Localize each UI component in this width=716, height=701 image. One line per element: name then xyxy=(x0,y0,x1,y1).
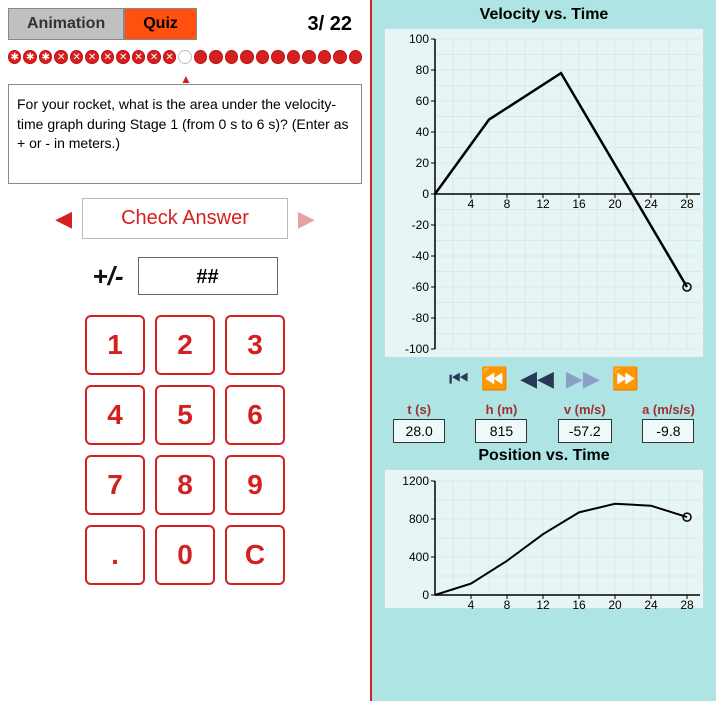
position-chart-title: Position vs. Time xyxy=(378,447,710,465)
current-marker-icon: ▲ xyxy=(180,72,192,86)
progress-dot xyxy=(209,50,222,64)
svg-text:0: 0 xyxy=(422,588,429,602)
svg-text:28: 28 xyxy=(680,598,694,610)
key-0[interactable]: 0 xyxy=(155,525,215,585)
progress-dot: ✱ xyxy=(39,50,52,64)
svg-text:-20: -20 xyxy=(412,218,430,232)
svg-text:100: 100 xyxy=(409,32,429,46)
progress-dot: ✕ xyxy=(163,50,176,64)
step-fwd-icon[interactable]: ▶▶ xyxy=(566,366,600,392)
svg-text:24: 24 xyxy=(644,598,658,610)
progress-dot xyxy=(287,50,300,64)
progress-dot: ✕ xyxy=(147,50,160,64)
svg-text:-80: -80 xyxy=(412,311,430,325)
key-6[interactable]: 6 xyxy=(225,385,285,445)
key-C[interactable]: C xyxy=(225,525,285,585)
key-5[interactable]: 5 xyxy=(155,385,215,445)
svg-text:1200: 1200 xyxy=(402,474,429,488)
progress-dot: ✕ xyxy=(70,50,83,64)
tab-bar: Animation Quiz 3/ 22 xyxy=(8,8,362,40)
progress-dot: ✕ xyxy=(116,50,129,64)
progress-dot: ✱ xyxy=(23,50,36,64)
svg-text:4: 4 xyxy=(468,197,475,211)
svg-text:20: 20 xyxy=(608,197,622,211)
progress-dot: ✱ xyxy=(8,50,21,64)
a-value: -9.8 xyxy=(642,419,694,443)
svg-text:8: 8 xyxy=(504,598,511,610)
svg-text:800: 800 xyxy=(409,512,429,526)
key-.[interactable]: . xyxy=(85,525,145,585)
svg-text:24: 24 xyxy=(644,197,658,211)
position-chart: 0 400 800 1200 4 8 12 16 20 24 28 xyxy=(384,469,704,609)
playback-controls: ⏮ ⏪ ◀◀ ▶▶ ⏩ xyxy=(378,366,710,392)
svg-text:80: 80 xyxy=(416,63,430,77)
tab-animation[interactable]: Animation xyxy=(8,8,124,40)
progress-dot: ✕ xyxy=(101,50,114,64)
graphs-panel: Velocity vs. Time -100-80-60-40-20020406… xyxy=(372,0,716,701)
key-8[interactable]: 8 xyxy=(155,455,215,515)
key-7[interactable]: 7 xyxy=(85,455,145,515)
check-answer-button[interactable]: Check Answer xyxy=(82,198,288,239)
svg-text:400: 400 xyxy=(409,550,429,564)
v-value: -57.2 xyxy=(558,419,612,443)
progress-dot xyxy=(194,50,207,64)
svg-text:4: 4 xyxy=(468,598,475,610)
progress-dot xyxy=(240,50,253,64)
svg-text:-100: -100 xyxy=(405,342,429,356)
svg-text:40: 40 xyxy=(416,125,430,139)
tab-quiz[interactable]: Quiz xyxy=(124,8,197,40)
question-counter: 3/ 22 xyxy=(308,13,352,36)
svg-text:60: 60 xyxy=(416,94,430,108)
svg-text:16: 16 xyxy=(572,598,586,610)
a-label: a (m/s/s) xyxy=(642,402,695,417)
t-value: 28.0 xyxy=(393,419,445,443)
svg-text:20: 20 xyxy=(608,598,622,610)
svg-text:20: 20 xyxy=(416,156,430,170)
answer-input[interactable]: ## xyxy=(138,257,278,295)
progress-dot xyxy=(333,50,346,64)
progress-dot xyxy=(318,50,331,64)
v-label: v (m/s) xyxy=(558,402,612,417)
svg-text:12: 12 xyxy=(536,598,550,610)
key-1[interactable]: 1 xyxy=(85,315,145,375)
svg-text:0: 0 xyxy=(422,187,429,201)
progress-dot: ✕ xyxy=(85,50,98,64)
sign-toggle-button[interactable]: +/- xyxy=(92,261,123,292)
svg-text:-60: -60 xyxy=(412,280,430,294)
rewind-icon[interactable]: ⏮ xyxy=(449,366,469,392)
svg-text:16: 16 xyxy=(572,197,586,211)
svg-text:8: 8 xyxy=(504,197,511,211)
progress-dot xyxy=(178,50,191,64)
data-readout: t (s) 28.0 h (m) 815 v (m/s) -57.2 a (m/… xyxy=(378,402,710,443)
quiz-panel: Animation Quiz 3/ 22 ✱✱✱✕✕✕✕✕✕✕✕ ▲ For y… xyxy=(0,0,372,701)
key-3[interactable]: 3 xyxy=(225,315,285,375)
progress-dot xyxy=(302,50,315,64)
fast-fwd-icon[interactable]: ⏩ xyxy=(612,366,639,392)
h-value: 815 xyxy=(475,419,527,443)
key-4[interactable]: 4 xyxy=(85,385,145,445)
key-2[interactable]: 2 xyxy=(155,315,215,375)
prev-arrow-icon[interactable]: ◀ xyxy=(55,206,72,232)
velocity-chart-title: Velocity vs. Time xyxy=(378,6,710,24)
progress-dot xyxy=(225,50,238,64)
progress-dots: ✱✱✱✕✕✕✕✕✕✕✕ xyxy=(8,50,362,64)
svg-text:-40: -40 xyxy=(412,249,430,263)
progress-dot xyxy=(349,50,362,64)
svg-text:28: 28 xyxy=(680,197,694,211)
progress-dot xyxy=(271,50,284,64)
step-back-icon[interactable]: ◀◀ xyxy=(520,366,554,392)
velocity-chart: -100 -80 -60 -40 -20 0 20 40 60 80 100 4 8 12 16 20 24 28 xyxy=(384,28,704,358)
h-label: h (m) xyxy=(475,402,527,417)
next-arrow-icon[interactable]: ▶ xyxy=(298,206,315,232)
question-text: For your rocket, what is the area under … xyxy=(8,84,362,184)
numeric-keypad: 123 456 789.0C xyxy=(8,315,362,585)
t-label: t (s) xyxy=(393,402,445,417)
fast-back-icon[interactable]: ⏪ xyxy=(481,366,508,392)
progress-dot xyxy=(256,50,269,64)
progress-dot: ✕ xyxy=(132,50,145,64)
key-9[interactable]: 9 xyxy=(225,455,285,515)
progress-dot: ✕ xyxy=(54,50,67,64)
svg-text:12: 12 xyxy=(536,197,550,211)
